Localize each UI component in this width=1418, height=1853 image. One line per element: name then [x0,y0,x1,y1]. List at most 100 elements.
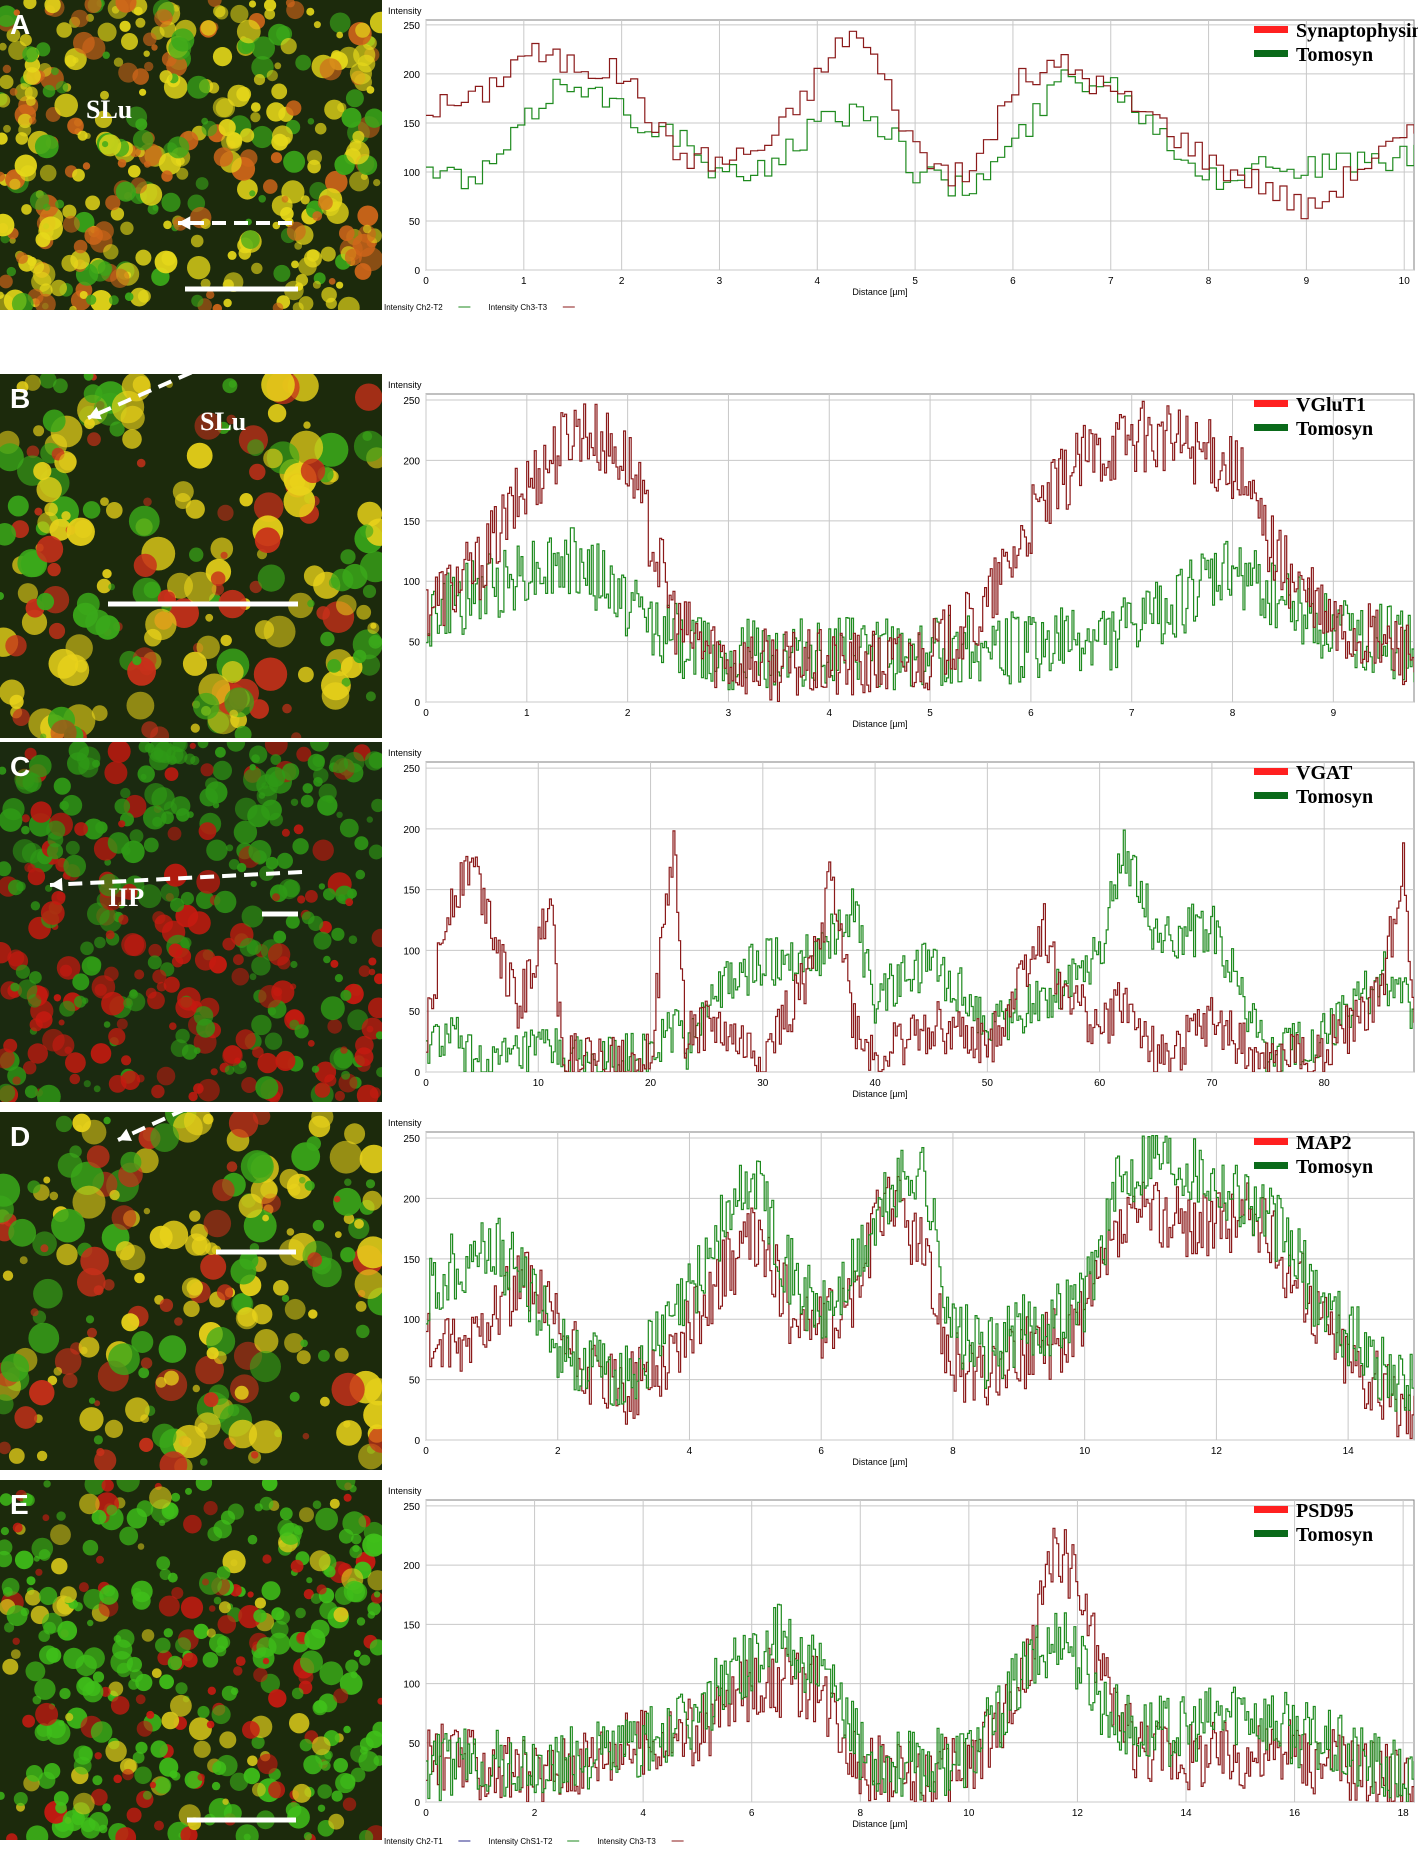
legend-label: Tomosyn [1296,786,1373,808]
panel-letter: A [10,9,30,40]
panel-letter: B [10,383,30,414]
footer-legend: Intensity Ch2-T1 Intensity ChS1-T2 Intensi… [384,1837,684,1846]
y-tick-label: 0 [414,1798,420,1809]
line-chart: Intensity 0 50 100 150 200 250 0 1 2 3 4 5 6 7 8 9 10 Dist… [388,6,1418,297]
x-axis-label: Distance [µm] [852,719,907,729]
series-line-red [426,400,1414,702]
x-tick-label: 8 [1206,276,1212,287]
series-line-green [426,69,1414,197]
line-chart: Intensity 0 50 100 150 200 250 0 10 20 30 40 50 60 70 8… [388,748,1415,1099]
x-axis-label: Distance [µm] [852,1457,907,1467]
y-tick-label: 50 [409,217,421,228]
x-tick-label: 16 [1289,1808,1301,1819]
x-tick-label: 4 [815,276,821,287]
series-line-green [426,1135,1414,1412]
y-tick-label: 100 [403,1315,420,1326]
x-tick-label: 4 [640,1808,646,1819]
micrograph-image: B SLu [0,374,382,738]
micrograph-panel-e: ESR [0,1480,382,1840]
x-tick-label: 30 [757,1078,769,1089]
x-tick-label: 2 [532,1808,538,1819]
chart-panel-b: Intensity 0 50 100 150 200 250 0 1 2 3 4 5 6 7 8 9 Distan… [384,374,1418,732]
y-tick-label: 100 [403,168,420,179]
y-tick-label: 0 [414,1068,420,1079]
legend-label: Tomosyn [1296,1156,1373,1178]
micrograph-image: CSLuIIP [0,742,382,1102]
cell-texture [0,742,382,1102]
arrow-head [50,877,63,892]
footer-legend: Intensity Ch2-T2 Intensity Ch3-T3 [384,303,575,312]
legend-swatch [1254,26,1288,33]
micrograph-panel-b: B SLu [0,374,382,738]
y-axis-label: Intensity [388,6,422,16]
legend-swatch [1254,1162,1288,1169]
chart-panel-c: Intensity 0 50 100 150 200 250 0 10 20 30 40 50 60 70 8… [384,742,1418,1102]
x-tick-label: 2 [555,1446,561,1457]
legend-swatch [1254,768,1288,775]
x-tick-label: 6 [749,1808,755,1819]
line-chart: Intensity 0 50 100 150 200 250 0 2 4 6 8 10 12 14 Dista… [388,1118,1415,1467]
y-tick-label: 100 [403,577,420,588]
x-tick-label: 7 [1129,708,1135,719]
series-line-red [426,830,1414,1072]
y-tick-label: 200 [403,1561,420,1572]
y-axis-label: Intensity [388,748,422,758]
y-tick-label: 100 [403,1680,420,1691]
y-tick-label: 50 [409,1007,421,1018]
footer-legend-label: Intensity Ch3-T3 [597,1837,656,1846]
series-line-green [426,1603,1414,1802]
x-tick-label: 10 [1079,1446,1091,1457]
x-tick-label: 4 [687,1446,693,1457]
region-label-2: IIP [108,883,144,912]
plot-area [425,761,1415,1073]
x-tick-label: 3 [726,708,732,719]
micrograph-panel-a: A SLu [0,0,382,310]
x-tick-label: 12 [1072,1808,1084,1819]
x-tick-label: 14 [1180,1808,1192,1819]
y-tick-label: 250 [403,396,420,407]
legend-label: PSD95 [1296,1500,1354,1522]
y-tick-label: 50 [409,1739,421,1750]
x-tick-label: 70 [1206,1078,1218,1089]
plot-area [425,1131,1415,1441]
x-tick-label: 20 [645,1078,657,1089]
x-tick-label: 9 [1331,708,1337,719]
y-tick-label: 200 [403,1194,420,1205]
legend-label: MAP2 [1296,1132,1352,1154]
legend-swatch [1254,1506,1288,1513]
x-tick-label: 14 [1343,1446,1355,1457]
micrograph-image: ESR [0,1480,382,1840]
micrograph-image: A SLu [0,0,382,310]
line-chart: Intensity 0 50 100 150 200 250 0 1 2 3 4 5 6 7 8 9 Distan… [388,380,1415,729]
x-axis-label: Distance [µm] [852,287,907,297]
x-tick-label: 0 [423,708,429,719]
x-tick-label: 1 [521,276,527,287]
x-tick-label: 9 [1304,276,1310,287]
y-tick-label: 150 [403,517,420,528]
x-tick-label: 6 [818,1446,824,1457]
x-tick-label: 80 [1319,1078,1331,1089]
legend-label: Tomosyn [1296,418,1373,440]
x-tick-label: 5 [927,708,933,719]
x-tick-label: 8 [1230,708,1236,719]
x-tick-label: 6 [1010,276,1016,287]
series-line-red [426,30,1414,220]
legend-label: VGAT [1296,762,1353,784]
x-tick-label: 2 [619,276,625,287]
x-axis-label: Distance [µm] [852,1819,907,1829]
legend-swatch [1254,1530,1288,1537]
footer-legend-label: Intensity Ch2-T2 [384,303,443,312]
y-axis-label: Intensity [388,380,422,390]
micrograph-image: DSR [0,1112,382,1470]
x-tick-label: 2 [625,708,631,719]
arrow-head [118,1128,132,1141]
y-tick-label: 200 [403,70,420,81]
micrograph-panel-c: CSLuIIP [0,742,382,1102]
x-tick-label: 1 [524,708,530,719]
line-scan-arrow [87,374,193,420]
x-tick-label: 12 [1211,1446,1223,1457]
line-chart: Intensity 0 50 100 150 200 250 0 2 4 6 8 10 12 14 16 18 D… [388,1486,1415,1829]
y-tick-label: 250 [403,764,420,775]
cell-texture [0,374,382,738]
x-tick-label: 5 [912,276,918,287]
